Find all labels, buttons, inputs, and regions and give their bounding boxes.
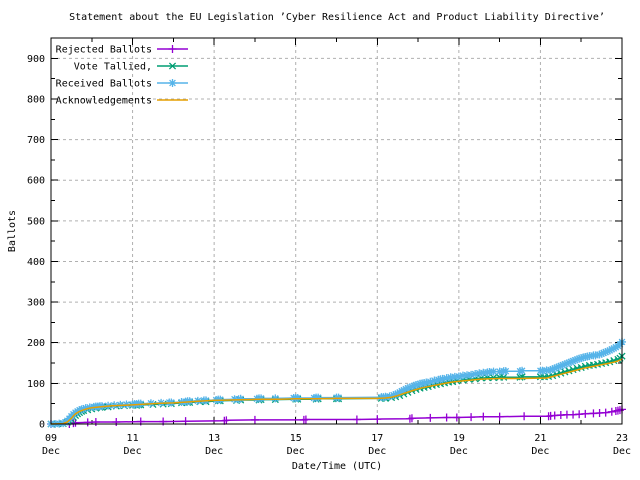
x-tick-label-day: 15 [290, 433, 302, 444]
legend-marker [168, 45, 177, 53]
legend: Rejected Ballots Vote Tallied, Received Ba… [56, 45, 188, 107]
legend-marker [168, 79, 177, 87]
x-axis-label: Date/Time (UTC) [292, 461, 382, 472]
x-tick-label-month: Dec [205, 446, 223, 457]
x-tick-label-day: 13 [208, 433, 220, 444]
y-tick-label: 300 [27, 298, 45, 309]
x-tick-label-day: 21 [534, 433, 546, 444]
y-tick-label: 100 [27, 379, 45, 390]
y-tick-label: 200 [27, 338, 45, 349]
y-tick-label: 900 [27, 54, 45, 65]
x-tick-label-day: 19 [453, 433, 465, 444]
x-tick-label-month: Dec [368, 446, 386, 457]
legend-label: Acknowledgements [56, 96, 152, 107]
legend-row-vote-tallied: Vote Tallied, [74, 62, 188, 73]
x-tick-label-day: 17 [371, 433, 383, 444]
legend-row-acknowledgements: Acknowledgements [56, 96, 188, 107]
legend-row-received-ballots: Received Ballots [56, 79, 188, 90]
plot-border [50, 37, 623, 425]
legend-marker [168, 62, 177, 70]
x-tick-label-day: 09 [45, 433, 57, 444]
x-tick-label-month: Dec [531, 446, 549, 457]
series-acknowledgements [50, 358, 623, 425]
y-tick-label: 800 [27, 94, 45, 105]
x-tick-label-month: Dec [613, 446, 631, 457]
x-tick-label-month: Dec [42, 446, 60, 457]
tick-labels: 0 100 200 300 400 500 600 700 800 900 09 Dec 11 Dec 13… [27, 54, 631, 457]
x-tick-label-day: 23 [616, 433, 628, 444]
x-tick-label-day: 11 [127, 433, 139, 444]
x-tick-label-month: Dec [450, 446, 468, 457]
y-tick-label: 400 [27, 257, 45, 268]
y-tick-label: 600 [27, 176, 45, 187]
series-acknowledgements-line [50, 358, 623, 425]
gridlines [51, 38, 622, 424]
y-tick-label: 0 [39, 420, 45, 431]
series-vote-tallied-line [50, 355, 623, 425]
x-tick-label-month: Dec [287, 446, 305, 457]
y-tick-label: 500 [27, 216, 45, 227]
chart-title: Statement about the EU Legislation ’Cybe… [69, 12, 605, 23]
y-tick-label: 700 [27, 135, 45, 146]
legend-label: Received Ballots [56, 79, 152, 90]
y-axis-label: Ballots [7, 210, 18, 252]
legend-label: Vote Tallied, [74, 62, 152, 73]
x-tick-label-month: Dec [124, 446, 142, 457]
legend-row-rejected-ballots: Rejected Ballots [56, 45, 188, 56]
legend-label: Rejected Ballots [56, 45, 152, 56]
